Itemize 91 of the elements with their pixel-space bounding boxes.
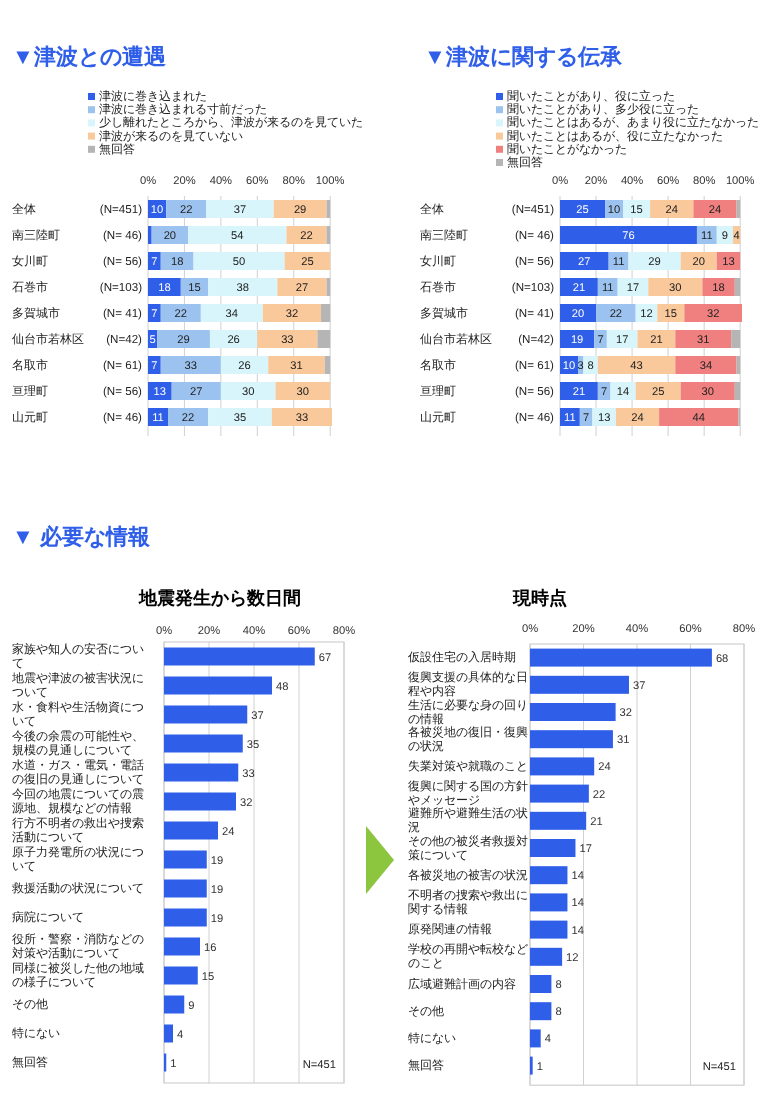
chart-title: ▼ 必要な情報 xyxy=(12,524,152,550)
bar xyxy=(530,648,712,667)
bar xyxy=(164,821,218,840)
bar xyxy=(628,252,681,270)
bar xyxy=(321,304,331,322)
bar xyxy=(675,356,737,374)
bar xyxy=(148,252,161,270)
bar xyxy=(284,252,331,270)
bar xyxy=(164,995,185,1014)
bar xyxy=(635,382,681,400)
chart-title: 現時点 xyxy=(511,588,567,608)
bar xyxy=(317,330,331,348)
bar xyxy=(637,330,676,348)
bar xyxy=(206,200,274,218)
bar xyxy=(596,304,636,322)
bar xyxy=(164,879,207,898)
bar xyxy=(164,966,198,985)
bar xyxy=(560,252,609,270)
bar xyxy=(734,382,741,400)
bar xyxy=(164,705,248,724)
bar xyxy=(530,784,589,803)
bar xyxy=(734,278,741,296)
bar xyxy=(286,226,327,244)
bar xyxy=(220,356,269,374)
bar xyxy=(594,330,607,348)
bar xyxy=(262,304,322,322)
bar xyxy=(530,920,568,939)
bar xyxy=(702,278,735,296)
bar xyxy=(148,278,181,296)
bar xyxy=(675,330,732,348)
bar xyxy=(164,792,236,811)
bar xyxy=(188,226,287,244)
bar xyxy=(220,382,276,400)
bar xyxy=(560,226,697,244)
bar xyxy=(530,1002,552,1021)
bar xyxy=(160,304,201,322)
bar xyxy=(530,730,613,749)
bar xyxy=(530,947,563,966)
bar xyxy=(271,408,332,426)
bar xyxy=(560,278,598,296)
bar xyxy=(148,356,161,374)
bar xyxy=(171,382,221,400)
bar xyxy=(530,675,629,694)
bar xyxy=(684,304,742,322)
bar xyxy=(530,1029,541,1048)
chart-title: ▼津波との遭遇 xyxy=(12,44,166,70)
bar xyxy=(731,330,741,348)
bar xyxy=(275,382,331,400)
bar xyxy=(650,200,694,218)
bar xyxy=(164,937,200,956)
bar xyxy=(164,1024,173,1043)
bar xyxy=(693,200,737,218)
bar xyxy=(193,252,285,270)
bar xyxy=(209,330,258,348)
bar xyxy=(597,356,676,374)
bar xyxy=(257,330,318,348)
bar xyxy=(200,304,263,322)
bar xyxy=(273,200,327,218)
bar xyxy=(659,408,739,426)
bar xyxy=(530,975,552,993)
bar xyxy=(208,278,278,296)
bar xyxy=(268,356,325,374)
bar xyxy=(164,647,315,666)
bar xyxy=(530,866,568,885)
bar xyxy=(530,839,576,857)
bar xyxy=(610,382,636,400)
bar xyxy=(530,893,568,912)
bar xyxy=(530,703,616,721)
bar xyxy=(164,734,243,753)
bar xyxy=(530,757,595,776)
bar xyxy=(648,278,703,296)
bar xyxy=(680,382,735,400)
bar xyxy=(160,356,221,374)
bar xyxy=(560,382,598,400)
chart-title: ▼津波に関する伝承 xyxy=(424,44,624,70)
bar xyxy=(530,811,587,830)
bar xyxy=(148,304,161,322)
bar xyxy=(208,408,272,426)
bar xyxy=(168,408,209,426)
bar xyxy=(164,676,272,695)
bar xyxy=(560,200,606,218)
bar xyxy=(324,356,331,374)
bar xyxy=(160,252,194,270)
bar xyxy=(164,850,207,869)
bar xyxy=(166,200,207,218)
bar xyxy=(277,278,327,296)
bar xyxy=(164,908,207,927)
bar xyxy=(615,408,660,426)
bar xyxy=(157,330,210,348)
bar xyxy=(164,763,239,782)
chart-subtitle: 地震発生から数日間 xyxy=(137,588,301,608)
